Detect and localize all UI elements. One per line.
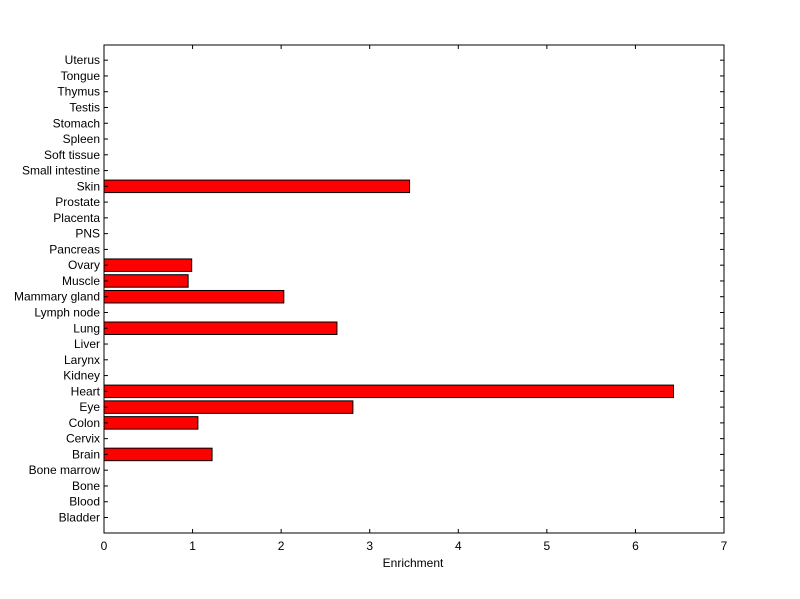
y-tick-label: Soft tissue xyxy=(44,148,100,162)
y-tick-label: Bone marrow xyxy=(29,463,101,477)
y-tick-label: Brain xyxy=(72,447,100,461)
y-tick-label: Pancreas xyxy=(49,242,100,256)
bar-ovary xyxy=(103,258,193,272)
x-tick-label: 3 xyxy=(366,539,373,553)
y-tick-label: Bone xyxy=(72,479,100,493)
y-tick-label: Colon xyxy=(69,416,100,430)
bar-heart xyxy=(103,384,675,399)
x-tick-label: 6 xyxy=(632,539,639,553)
y-tick-label: Larynx xyxy=(64,353,100,367)
y-tick-label: Muscle xyxy=(62,274,100,288)
y-tick-label: Liver xyxy=(74,337,100,351)
y-tick-label: Mammary gland xyxy=(14,290,100,304)
bar-brain xyxy=(103,447,213,462)
y-tick-label: Placenta xyxy=(53,211,100,225)
x-tick-label: 1 xyxy=(189,539,196,553)
y-tick-label: Ovary xyxy=(68,258,100,272)
y-tick-label: Prostate xyxy=(55,195,100,209)
x-axis-label: Enrichment xyxy=(383,556,444,570)
y-tick-label: Bladder xyxy=(59,511,100,525)
x-tick-label: 2 xyxy=(278,539,285,553)
x-tick-label: 0 xyxy=(101,539,108,553)
y-tick-label: PNS xyxy=(75,227,100,241)
y-tick-label: Spleen xyxy=(63,132,100,146)
bar-lung xyxy=(103,321,338,336)
bar-mammary-gland xyxy=(103,289,285,304)
y-tick-label: Testis xyxy=(69,100,100,114)
bar-skin xyxy=(103,179,411,194)
y-tick-label: Stomach xyxy=(53,116,100,130)
y-tick-label: Cervix xyxy=(66,432,100,446)
y-tick-label: Eye xyxy=(79,400,100,414)
bar-muscle xyxy=(103,274,189,288)
x-tick-label: 4 xyxy=(455,539,462,553)
bars-group xyxy=(103,179,675,462)
y-tick-label: Lung xyxy=(73,321,100,335)
x-tick-group: 0 1 2 3 4 5 6 7 xyxy=(101,45,728,553)
x-tick-label: 7 xyxy=(721,539,728,553)
y-tick-label: Tongue xyxy=(61,69,101,83)
y-tick-label: Kidney xyxy=(63,369,100,383)
y-tick-label: Uterus xyxy=(65,53,100,67)
y-tick-label: Small intestine xyxy=(22,164,100,178)
x-tick-label: 5 xyxy=(544,539,551,553)
bar-colon xyxy=(103,416,199,430)
y-tick-label: Lymph node xyxy=(34,305,100,319)
y-tick-label: Thymus xyxy=(57,85,100,99)
plot-frame xyxy=(103,44,725,534)
bar-eye xyxy=(103,400,354,414)
y-tick-label: Skin xyxy=(77,179,100,193)
y-tick-label: Heart xyxy=(71,384,101,398)
y-tick-label: Blood xyxy=(69,495,100,509)
